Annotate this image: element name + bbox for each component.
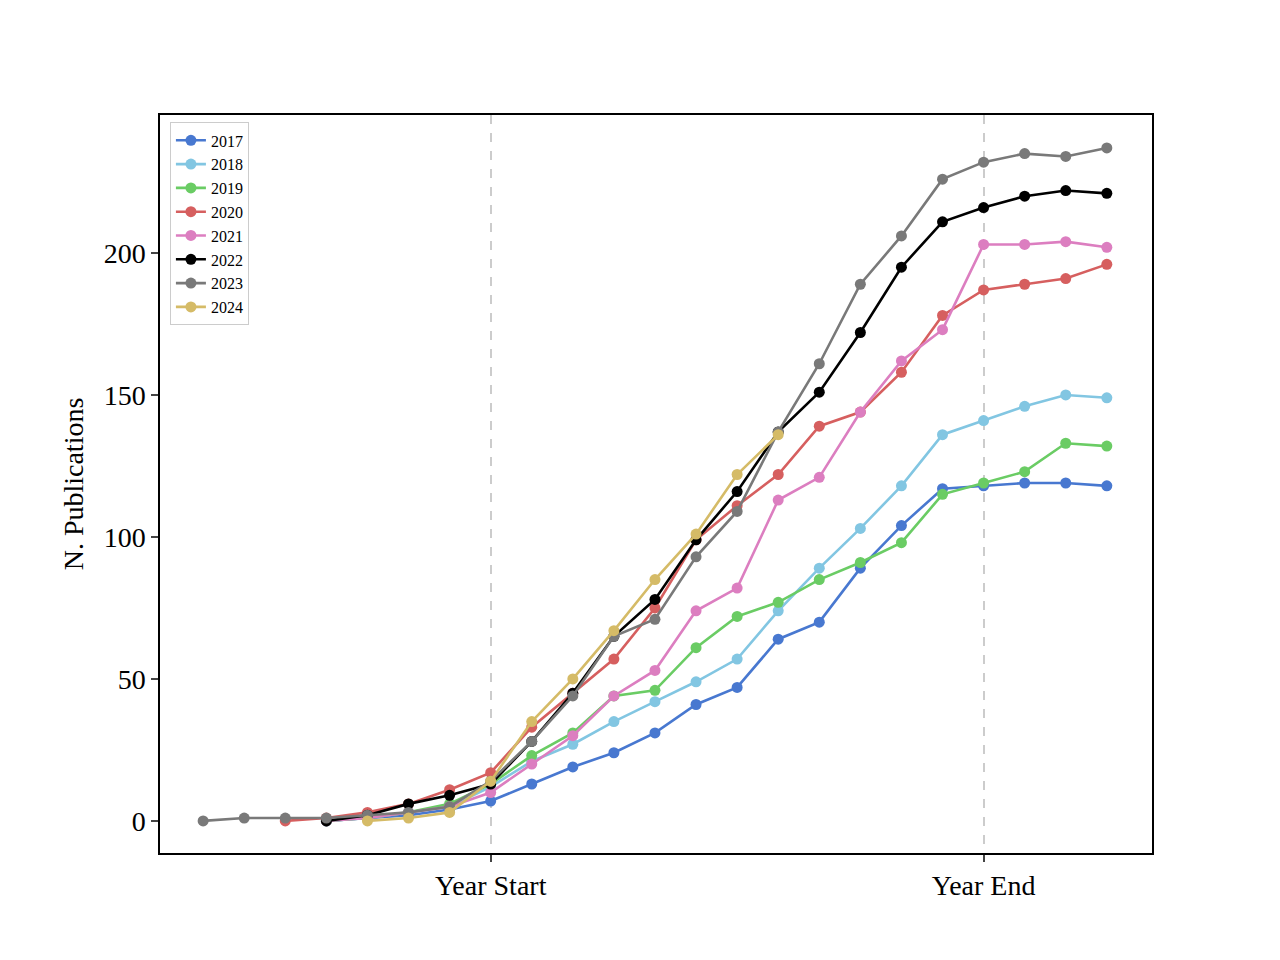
- svg-text:100: 100: [104, 522, 146, 553]
- svg-text:2022: 2022: [211, 252, 243, 269]
- svg-text:2021: 2021: [211, 228, 243, 245]
- svg-text:150: 150: [104, 380, 146, 411]
- svg-text:Year Start: Year Start: [435, 870, 547, 901]
- svg-text:2019: 2019: [211, 180, 243, 197]
- svg-text:2023: 2023: [211, 275, 243, 292]
- svg-text:Year End: Year End: [932, 870, 1036, 901]
- svg-text:2020: 2020: [211, 204, 243, 221]
- svg-text:200: 200: [104, 238, 146, 269]
- svg-text:2018: 2018: [211, 156, 243, 173]
- svg-text:2024: 2024: [211, 299, 243, 316]
- svg-text:2017: 2017: [211, 133, 243, 150]
- svg-text:50: 50: [118, 664, 146, 695]
- svg-text:N. Publications: N. Publications: [58, 398, 89, 571]
- svg-text:0: 0: [132, 806, 146, 837]
